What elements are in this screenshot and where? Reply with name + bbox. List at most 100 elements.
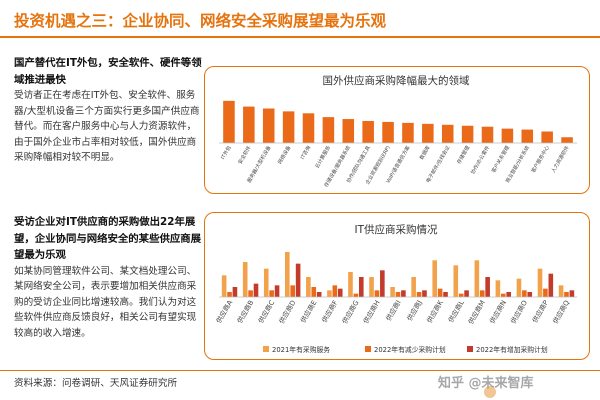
section-2-body: 如某协同管理软件公司、某文档处理公司、某网络安全公司，表示要增加相关供应商采购的… <box>14 265 197 339</box>
x-tick-label: 供应商D <box>277 299 298 326</box>
bar <box>282 111 295 143</box>
bar <box>464 290 469 297</box>
bar <box>441 124 454 143</box>
title-underline <box>0 36 600 38</box>
bar <box>322 117 335 143</box>
bar <box>306 277 311 297</box>
bar <box>248 290 253 297</box>
bar <box>521 129 534 143</box>
x-tick-label: 供应商O <box>508 299 529 326</box>
bar <box>432 260 438 297</box>
bar <box>453 265 459 297</box>
bar <box>290 285 296 297</box>
bar <box>263 268 269 297</box>
section-1-heading: 国产替代在IT外包，安全软件、硬件等领域推进最快 <box>14 57 202 86</box>
legend-label: 2021年有采购服务 <box>272 345 330 354</box>
bar <box>316 292 322 297</box>
x-tick-label: 供应商C <box>256 298 276 324</box>
section-1: 国产替代在IT外包，安全软件、硬件等领域推进最快 受访者正在考虑在IT外包、安全… <box>14 55 204 166</box>
bar <box>380 270 385 297</box>
bar <box>369 277 374 297</box>
x-tick-label: 客户服务中心 <box>530 145 551 174</box>
bar <box>327 290 332 297</box>
bar <box>402 122 414 143</box>
x-tick-label: 云计算服务 <box>314 145 333 170</box>
x-tick-label: 供应商E <box>298 299 318 325</box>
legend-label: 2022年有减少采购计划 <box>374 345 446 354</box>
bar <box>569 290 575 297</box>
bar <box>358 277 364 297</box>
x-tick-label: 供应商Q <box>551 299 572 326</box>
x-tick-label: 人力资源软件 <box>550 145 571 174</box>
bar <box>564 292 569 297</box>
chart-title: 国外供应商采购降幅最大的领域 <box>323 74 470 87</box>
bar <box>311 287 317 297</box>
x-tick-label: 供应商I <box>384 299 403 323</box>
bar <box>401 290 406 297</box>
x-tick-label: 协作/办公套件 <box>469 145 491 176</box>
bar <box>422 123 434 143</box>
x-tick-label: 供应商B <box>235 298 255 324</box>
source-note: 资料来源：问卷调研、天风证券研究所 <box>14 378 178 389</box>
bar <box>416 292 422 297</box>
bar <box>501 128 514 143</box>
bar <box>374 290 380 297</box>
watermark: 知乎 @未来智库 <box>438 376 534 391</box>
bar <box>253 283 259 297</box>
bar <box>227 292 232 297</box>
bar <box>302 113 315 143</box>
bar <box>543 288 548 297</box>
bar <box>285 252 290 297</box>
x-tick-label: 供应商L <box>446 298 466 324</box>
x-tick-label: 供应商N <box>487 299 508 326</box>
bar <box>474 260 480 297</box>
bar <box>223 100 235 143</box>
bar <box>500 293 506 297</box>
page-title: 投资机遇之三：企业协同、网络安全采购展望最为乐观 <box>14 12 387 30</box>
bar <box>516 278 522 297</box>
bar <box>485 277 490 297</box>
x-tick-label: 供应商H <box>361 299 382 326</box>
x-tick-label: 客户关系管理 <box>490 145 511 174</box>
legend-swatch <box>467 346 473 352</box>
legend-swatch <box>263 346 269 352</box>
x-tick-label: 供应商P <box>530 299 550 325</box>
x-tick-label: IT外包 <box>219 145 232 161</box>
x-tick-label: 网络设备 <box>276 145 292 166</box>
section-2-heading: 受访企业对IT供应商的采购做出22年展望，企业协同与网络安全的某些供应商展望最为… <box>14 216 202 261</box>
x-tick-label: 供应商K <box>425 298 445 324</box>
watermark-logo-icon <box>484 386 496 398</box>
bar <box>221 275 227 297</box>
bar <box>232 287 238 297</box>
chart-foreign-vendor-decline: 国外供应商采购降幅最大的领域IT外包 安全软件服务器/大型机设备 网络设备 IT咨询云… <box>219 74 577 188</box>
bar <box>506 292 511 297</box>
bar <box>461 125 474 143</box>
bar <box>295 263 301 297</box>
bar <box>422 290 427 297</box>
bar <box>537 268 543 297</box>
bar <box>353 293 359 297</box>
bar <box>495 280 501 297</box>
bar <box>382 121 394 143</box>
x-tick-label: 供应商F <box>320 298 340 324</box>
bar <box>274 285 280 297</box>
bar <box>395 292 401 297</box>
bar <box>337 288 343 297</box>
chart-panel-it-vendor-procurement: IT供应商采购情况 供应商A 供应商B 供应商C 供应商D 供应商E 供应商F 供应商G 供应商… <box>204 212 590 360</box>
bar <box>541 131 553 143</box>
bar <box>269 290 274 297</box>
bar <box>362 120 374 143</box>
x-tick-label: 供应商M <box>466 298 487 325</box>
bar <box>479 290 485 297</box>
x-tick-label: 供应商J <box>405 299 424 323</box>
section-2: 受访企业对IT供应商的采购做出22年展望，企业协同与网络安全的某些供应商展望最为… <box>14 214 204 341</box>
bar <box>348 272 353 297</box>
bar <box>390 287 395 297</box>
chart-panel-foreign-vendor-decline: 国外供应商采购降幅最大的领域 IT外包 安全软件 服务器/大型机设备 网络设备 IT咨询云… <box>204 66 590 194</box>
bar <box>561 137 573 143</box>
x-tick-label: 供应商A <box>214 298 234 324</box>
section-1-body: 受访者正在考虑在IT外包、安全软件、服务器/大型机设备三个方面实行更多国产供应商… <box>14 90 200 164</box>
chart-title: IT供应商采购情况 <box>354 223 438 236</box>
bar <box>481 126 494 143</box>
